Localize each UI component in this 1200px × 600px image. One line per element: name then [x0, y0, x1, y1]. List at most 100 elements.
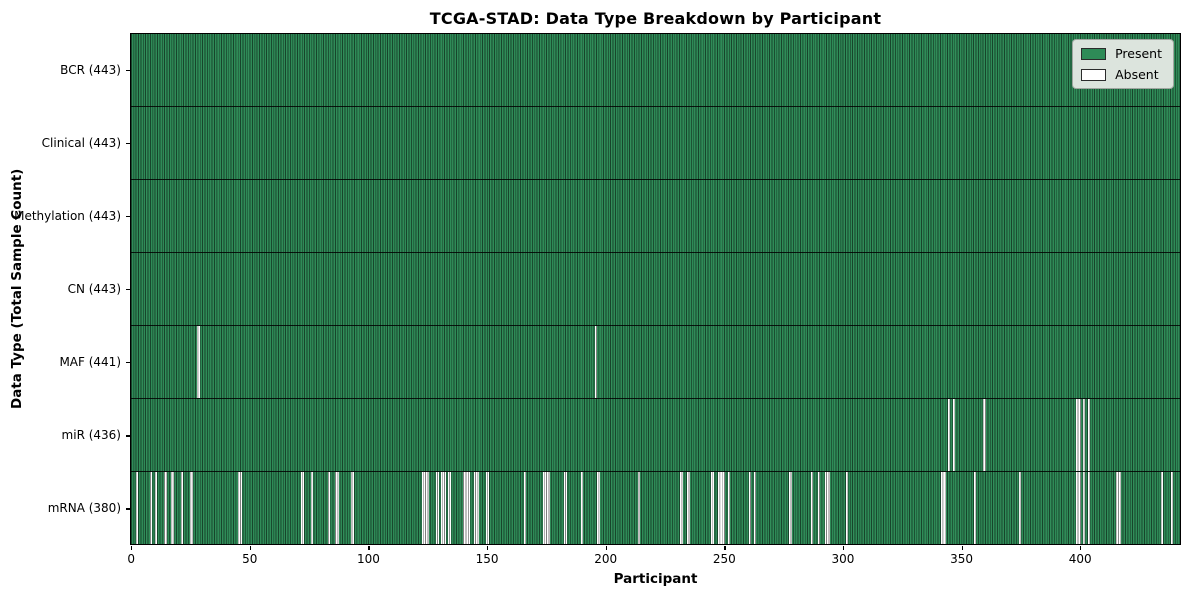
absent-stripe [580, 472, 584, 544]
x-tick-mark [724, 546, 726, 550]
legend-swatch-absent [1081, 68, 1107, 81]
row-MAF [131, 325, 1180, 398]
absent-stripe [443, 472, 446, 544]
absent-stripe [1118, 472, 1121, 544]
x-tick-label-100: 100 [356, 552, 380, 566]
x-tick-label-150: 150 [475, 552, 499, 566]
y-tick-mark [126, 142, 130, 144]
y-tick-label-BCR: BCR (443) [60, 62, 121, 77]
absent-stripe [149, 472, 153, 544]
absent-stripe [436, 472, 439, 544]
y-tick-label-mRNA: mRNA (380) [47, 501, 121, 516]
row-Methylation [131, 179, 1180, 252]
row-CN [131, 252, 1180, 325]
absent-stripe [952, 399, 956, 471]
x-axis-ticks: 0 50 100 150 200 250 300 350 400 [127, 545, 1181, 577]
absent-stripe [1082, 472, 1086, 544]
absent-stripe [327, 472, 330, 544]
absent-stripe [846, 472, 849, 544]
absent-stripe [154, 472, 158, 544]
absent-stripe [301, 472, 304, 544]
plot-rows [131, 34, 1180, 544]
absent-stripe [687, 472, 690, 544]
absent-stripe [476, 472, 480, 544]
absent-stripe [749, 472, 752, 544]
x-tick-label-50: 50 [242, 552, 258, 566]
y-tick-label-Clinical: Clinical (443) [41, 135, 121, 150]
x-tick-mark [842, 546, 845, 550]
row-mRNA [131, 471, 1180, 544]
absent-stripe [180, 472, 184, 544]
absent-stripe [1082, 399, 1086, 471]
y-tick-mark [126, 508, 130, 510]
legend: Present Absent [1072, 39, 1174, 89]
absent-stripe [595, 326, 598, 398]
y-tick-mark [126, 289, 130, 291]
absent-stripe [310, 472, 314, 544]
absent-stripe [597, 472, 600, 544]
absent-stripe [426, 472, 430, 544]
y-tick-mark [126, 69, 130, 71]
x-tick-label-350: 350 [950, 552, 973, 566]
y-tick-label-MAF: MAF (441) [59, 355, 121, 370]
plot-area: Present Absent [130, 33, 1181, 545]
x-tick-mark [961, 546, 963, 550]
absent-stripe [190, 472, 193, 544]
absent-stripe [1161, 472, 1164, 544]
x-tick-label-400: 400 [1068, 552, 1092, 566]
x-axis-label: Participant [613, 571, 698, 587]
row-BCR [131, 34, 1180, 106]
y-axis-ticks: BCR (443) Clinical (443) Methylation (443)… [0, 33, 130, 545]
absent-stripe [351, 472, 354, 544]
x-tick-mark [131, 546, 133, 550]
row-miR [131, 398, 1180, 471]
absent-stripe [983, 399, 986, 471]
absent-stripe [564, 472, 567, 544]
y-tick-label-miR: miR (436) [61, 428, 121, 443]
y-tick-mark [126, 362, 130, 364]
x-tick-mark [487, 546, 489, 550]
x-tick-label-200: 200 [594, 552, 618, 566]
absent-stripe [524, 472, 527, 544]
absent-stripe [197, 326, 200, 398]
absent-stripe [817, 472, 821, 544]
absent-stripe [973, 472, 977, 544]
absent-stripe [448, 472, 451, 544]
absent-stripe [943, 472, 946, 544]
absent-stripe [467, 472, 470, 544]
absent-stripe [680, 472, 683, 544]
absent-stripe [1087, 399, 1090, 471]
absent-stripe [947, 399, 951, 471]
absent-stripe [810, 472, 813, 544]
x-tick-label-0: 0 [127, 552, 135, 566]
absent-stripe [337, 472, 340, 544]
absent-stripe [637, 472, 641, 544]
legend-label: Present [1115, 46, 1162, 61]
absent-stripe [1018, 472, 1022, 544]
legend-item-present: Present [1081, 46, 1162, 61]
absent-stripe [1087, 472, 1090, 544]
legend-label: Absent [1115, 67, 1159, 82]
absent-stripe [753, 472, 757, 544]
chart-title: TCGA-STAD: Data Type Breakdown by Partic… [429, 9, 882, 28]
y-tick-label-CN: CN (443) [67, 282, 121, 296]
legend-swatch-present [1081, 47, 1107, 60]
absent-stripe [135, 472, 139, 544]
y-tick-mark [126, 435, 130, 437]
x-tick-label-300: 300 [831, 552, 855, 566]
x-tick-mark [368, 546, 370, 550]
absent-stripe [547, 472, 551, 544]
absent-stripe [727, 472, 731, 544]
y-tick-mark [126, 215, 130, 218]
absent-stripe [722, 472, 726, 544]
absent-stripe [171, 472, 174, 544]
absent-stripe [164, 472, 167, 544]
absent-stripe [711, 472, 714, 544]
x-tick-mark [605, 546, 607, 550]
absent-stripe [789, 472, 792, 544]
absent-stripe [486, 472, 489, 544]
x-tick-mark [249, 546, 252, 550]
y-tick-label-Methylation: Methylation (443) [14, 208, 121, 223]
absent-stripe [1170, 472, 1173, 544]
